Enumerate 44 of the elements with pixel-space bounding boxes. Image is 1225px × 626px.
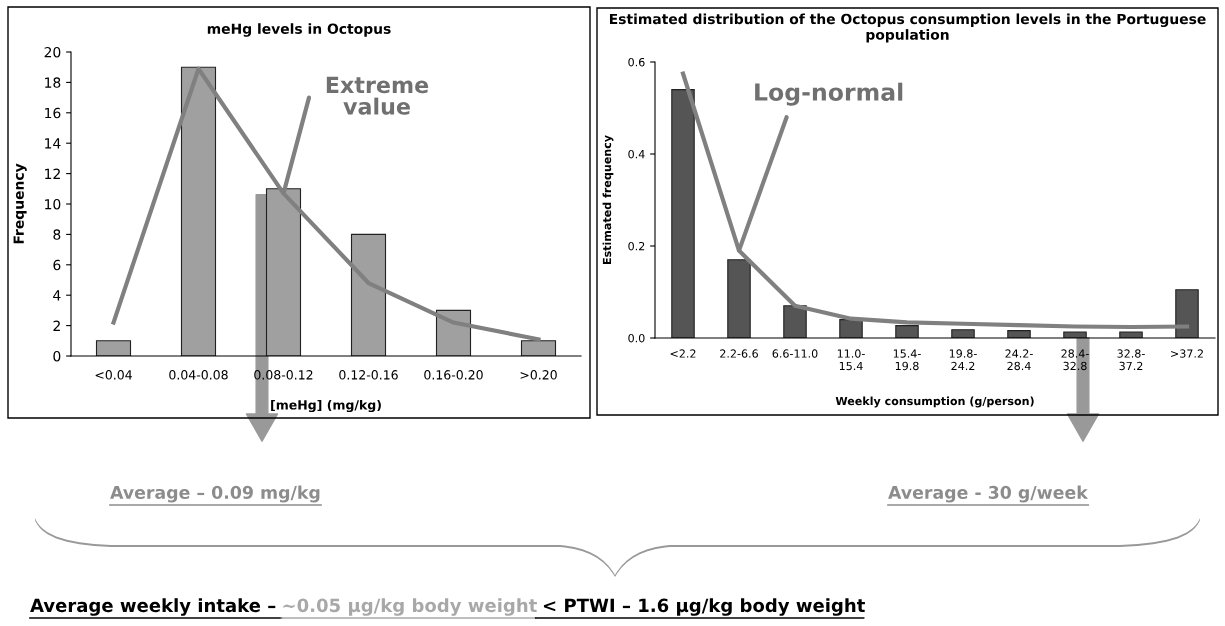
y-tick-label: 18 <box>45 77 61 88</box>
x-tick-label: 24.2- 28.4 <box>1005 349 1033 371</box>
y-tick-label: 16 <box>45 107 61 119</box>
y-tick-label: 12 <box>45 168 60 179</box>
x-tick-label: 0.16-0.20 <box>424 370 483 380</box>
y-tick-label: 0.2 <box>628 241 645 251</box>
chart-title: meHg levels in Octopus <box>207 23 391 37</box>
y-axis-title: Estimated frequency <box>602 135 614 265</box>
x-tick-label: >37.2 <box>1171 349 1203 358</box>
x-tick-label: 6.6-11.0 <box>772 349 818 358</box>
y-axis-title: Frequency <box>13 163 27 244</box>
y-tick-label: 20 <box>44 46 61 58</box>
x-tick-label: 15.4- 19.8 <box>893 349 921 371</box>
annotation: Extreme value <box>326 76 429 115</box>
x-tick-label: <2.2 <box>670 349 696 358</box>
x-tick-label: 2.2-6.6 <box>720 349 758 358</box>
y-tick-label: 14 <box>45 138 61 149</box>
y-tick-label: 4 <box>53 290 61 301</box>
x-tick-label: <0.04 <box>95 370 132 380</box>
x-tick-label: 28.4- 32.8 <box>1061 349 1089 371</box>
y-tick-label: 8 <box>53 229 61 240</box>
x-axis-title: Weekly consumption (g/person) <box>835 396 1034 408</box>
x-tick-label: 11.0- 15.4 <box>837 349 865 371</box>
x-axis-title: [meHg] (mg/kg) <box>271 399 381 413</box>
y-tick-label: 0.4 <box>628 149 645 159</box>
text: ~0.05 μg/kg body weight <box>283 598 537 616</box>
x-tick-label: >0.20 <box>520 370 557 380</box>
x-tick-label: 19.8- 24.2 <box>949 349 977 370</box>
text: Average - 30 g/week <box>888 485 1089 503</box>
text: Average – 0.09 mg/kg <box>110 485 320 503</box>
y-tick-label: 6 <box>53 259 61 271</box>
x-tick-label: 0.04-0.08 <box>169 370 228 380</box>
y-tick-label: 2 <box>53 320 60 331</box>
x-tick-label: 0.12-0.16 <box>339 370 398 380</box>
x-tick-label: 0.08-0.12 <box>254 370 313 380</box>
y-tick-label: 0.6 <box>628 57 645 67</box>
text: < PTWI – 1.6 μg/kg body weight <box>543 598 865 616</box>
annotation: Log-normal <box>755 82 903 106</box>
y-tick-label: 0 <box>53 350 61 362</box>
y-tick-label: 10 <box>45 198 61 210</box>
x-tick-label: 32.8- 37.2 <box>1117 349 1145 371</box>
text: Average weekly intake – <box>30 598 276 616</box>
y-tick-label: 0.0 <box>628 333 645 343</box>
chart-title: Estimated distribution of the Octopus consumption levels in the Portuguese population <box>609 13 1206 43</box>
